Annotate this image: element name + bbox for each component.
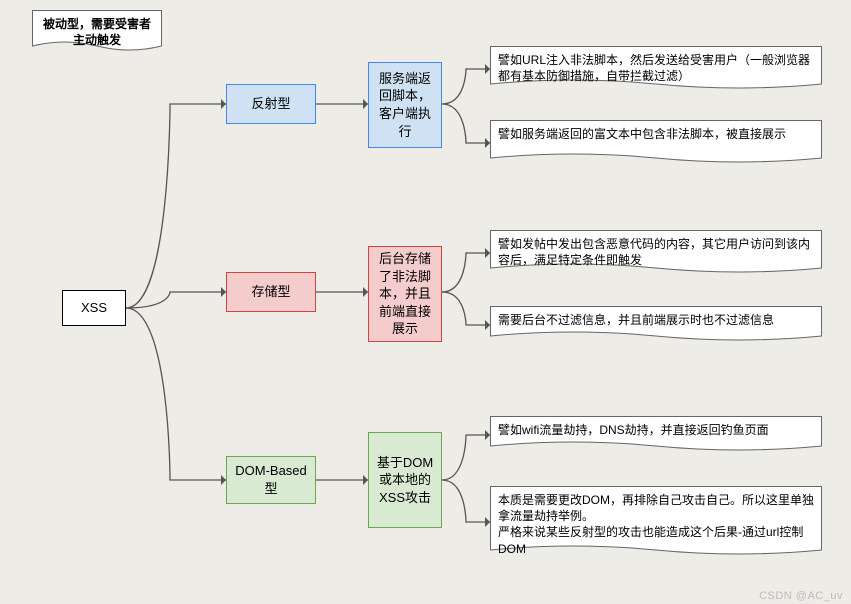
desc-node-1: 后台存储了非法脚本，并且前端直接展示	[368, 246, 442, 342]
type-node-1: 存储型	[226, 272, 316, 312]
desc-node-0: 服务端返回脚本，客户端执行	[368, 62, 442, 148]
type-node-0: 反射型	[226, 84, 316, 124]
note-2-1: 本质是需要更改DOM，再排除自己攻击自己。所以这里单独拿流量劫持举例。 严格来说…	[490, 486, 822, 550]
note-0-1: 譬如服务端返回的富文本中包含非法脚本，被直接展示	[490, 120, 822, 158]
note-1-1: 需要后台不过滤信息，并且前端展示时也不过滤信息	[490, 306, 822, 336]
desc-node-2: 基于DOM或本地的XSS攻击	[368, 432, 442, 528]
note-1-0: 譬如发帖中发出包含恶意代码的内容，其它用户访问到该内容后，满足特定条件即触发	[490, 230, 822, 268]
note-0-0: 譬如URL注入非法脚本，然后发送给受害用户（一般浏览器都有基本防御措施，自带拦截…	[490, 46, 822, 84]
top-note: 被动型，需要受害者主动触发	[32, 10, 162, 46]
note-2-0: 譬如wifi流量劫持，DNS劫持，并直接返回钓鱼页面	[490, 416, 822, 446]
type-node-2: DOM-Based型	[226, 456, 316, 504]
watermark: CSDN @AC_uv	[759, 590, 843, 602]
root-node: XSS	[62, 290, 126, 326]
